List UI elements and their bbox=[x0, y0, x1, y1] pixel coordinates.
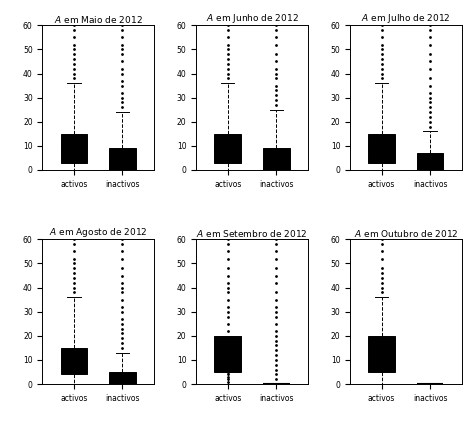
PathPatch shape bbox=[214, 336, 241, 372]
Title: $\bf{\it{A}}$ em Julho de 2012: $\bf{\it{A}}$ em Julho de 2012 bbox=[361, 12, 451, 25]
PathPatch shape bbox=[61, 348, 87, 374]
Title: $\bf{\it{A}}$ em Agosto de 2012: $\bf{\it{A}}$ em Agosto de 2012 bbox=[49, 226, 147, 239]
PathPatch shape bbox=[417, 153, 443, 170]
PathPatch shape bbox=[263, 148, 290, 170]
Title: $\bf{\it{A}}$ em Maio de 2012: $\bf{\it{A}}$ em Maio de 2012 bbox=[54, 14, 143, 24]
PathPatch shape bbox=[109, 372, 136, 384]
Title: $\bf{\it{A}}$ em Junho de 2012: $\bf{\it{A}}$ em Junho de 2012 bbox=[205, 12, 299, 25]
Title: $\bf{\it{A}}$ em Setembro de 2012: $\bf{\it{A}}$ em Setembro de 2012 bbox=[196, 227, 308, 238]
PathPatch shape bbox=[61, 134, 87, 163]
PathPatch shape bbox=[214, 134, 241, 163]
PathPatch shape bbox=[368, 336, 395, 372]
PathPatch shape bbox=[368, 134, 395, 163]
Title: $\bf{\it{A}}$ em Outubro de 2012: $\bf{\it{A}}$ em Outubro de 2012 bbox=[354, 227, 458, 238]
PathPatch shape bbox=[109, 148, 136, 170]
